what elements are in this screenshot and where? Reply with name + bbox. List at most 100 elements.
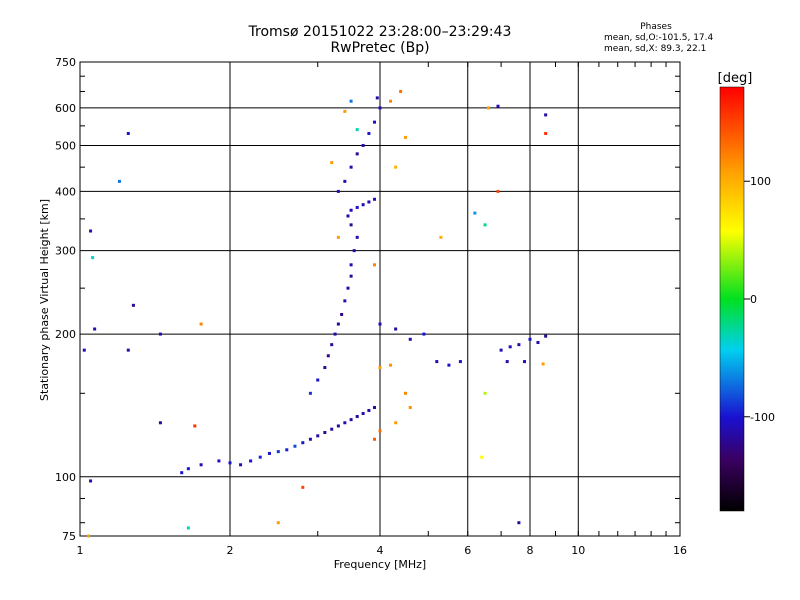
data-point (378, 366, 382, 370)
data-point (352, 249, 356, 253)
phase-stats-x: mean, sd,X: 89.3, 22.1 (604, 44, 707, 54)
data-point (199, 322, 203, 326)
data-point (508, 345, 512, 349)
data-point (483, 223, 487, 227)
data-point (394, 327, 398, 331)
data-point (349, 418, 353, 422)
data-point (439, 235, 443, 239)
data-point (349, 274, 353, 278)
data-point (528, 337, 532, 341)
data-point (180, 471, 184, 475)
y-tick-label: 500 (55, 139, 76, 152)
x-tick-label: 4 (377, 544, 384, 557)
data-point (496, 189, 500, 193)
data-point (349, 263, 353, 267)
data-point (126, 131, 130, 135)
data-point (258, 455, 262, 459)
data-point (349, 208, 353, 212)
grid (80, 62, 680, 536)
data-point (343, 179, 347, 183)
data-point (403, 135, 407, 139)
data-point (499, 348, 503, 352)
y-axis-label: Stationary phase Virtual Height [km] (38, 199, 51, 401)
data-point (373, 197, 377, 201)
colorbar-tick-label: -100 (750, 411, 775, 424)
colorbar-label: [deg] (718, 71, 753, 86)
data-point (199, 463, 203, 467)
data-point (408, 337, 412, 341)
data-point (330, 343, 334, 347)
y-tick-label: 300 (55, 245, 76, 258)
x-tick-label: 1 (77, 544, 84, 557)
data-point (276, 450, 280, 454)
data-point (346, 214, 350, 218)
data-point (93, 327, 97, 331)
data-point (541, 362, 545, 366)
data-point (483, 391, 487, 395)
data-point (316, 434, 320, 438)
data-point (91, 256, 95, 260)
data-point (373, 437, 377, 441)
data-point (367, 131, 371, 135)
data-point (367, 408, 371, 412)
y-tick-label: 600 (55, 102, 76, 115)
data-point (447, 363, 451, 367)
data-point (378, 429, 382, 433)
data-point (340, 312, 344, 316)
data-point (505, 360, 509, 364)
data-point (343, 109, 347, 113)
data-point (361, 411, 365, 415)
data-point (544, 131, 548, 135)
data-point (361, 203, 365, 207)
data-point (536, 340, 540, 344)
data-point (301, 485, 305, 489)
data-point (389, 99, 393, 103)
data-point (496, 104, 500, 108)
data-point (544, 334, 548, 338)
chart-title-line: Tromsø 20151022 23:28:00–23:29:43 (248, 24, 512, 40)
x-tick-label: 8 (527, 544, 534, 557)
data-point (333, 332, 337, 336)
phase-stats-title: Phases (640, 22, 672, 32)
data-point (267, 451, 271, 455)
data-point (316, 378, 320, 382)
data-point (408, 406, 412, 410)
data-point (285, 448, 289, 452)
data-point (435, 360, 439, 364)
data-point (355, 152, 359, 156)
phase-stats: Phases mean, sd,O:-101.5, 17.4 mean, sd,… (604, 22, 714, 55)
data-point (158, 332, 162, 336)
data-point (373, 406, 377, 410)
phase-stats-o: mean, sd,O:-101.5, 17.4 (604, 33, 714, 43)
colorbar-ticks: 100 0 -100 (744, 175, 775, 424)
data-point (249, 459, 253, 463)
data-point (473, 211, 477, 215)
data-point (399, 89, 403, 93)
data-point (330, 161, 334, 165)
data-point (326, 354, 330, 358)
y-axis-ticks: 75 100 200 300 400 500 600 750 (55, 56, 680, 543)
data-point (89, 479, 93, 483)
data-point (86, 534, 90, 538)
data-point (517, 521, 521, 525)
chart-title: Tromsø 20151022 23:28:00–23:29:43 RwPret… (230, 24, 530, 56)
data-point (355, 205, 359, 209)
data-point (323, 430, 327, 434)
data-point (330, 427, 334, 431)
data-point (126, 348, 130, 352)
data-point (293, 444, 297, 448)
data-point (355, 128, 359, 132)
data-point (349, 165, 353, 169)
y-tick-label: 100 (55, 471, 76, 484)
data-points (82, 89, 548, 538)
colorbar-tick-label: 100 (750, 175, 771, 188)
data-point (394, 421, 398, 425)
x-tick-label: 6 (464, 544, 471, 557)
data-point (486, 106, 490, 110)
data-point (349, 99, 353, 103)
colorbar-tick-label: 0 (750, 293, 757, 306)
data-point (308, 391, 312, 395)
data-point (403, 391, 407, 395)
data-point (336, 424, 340, 428)
